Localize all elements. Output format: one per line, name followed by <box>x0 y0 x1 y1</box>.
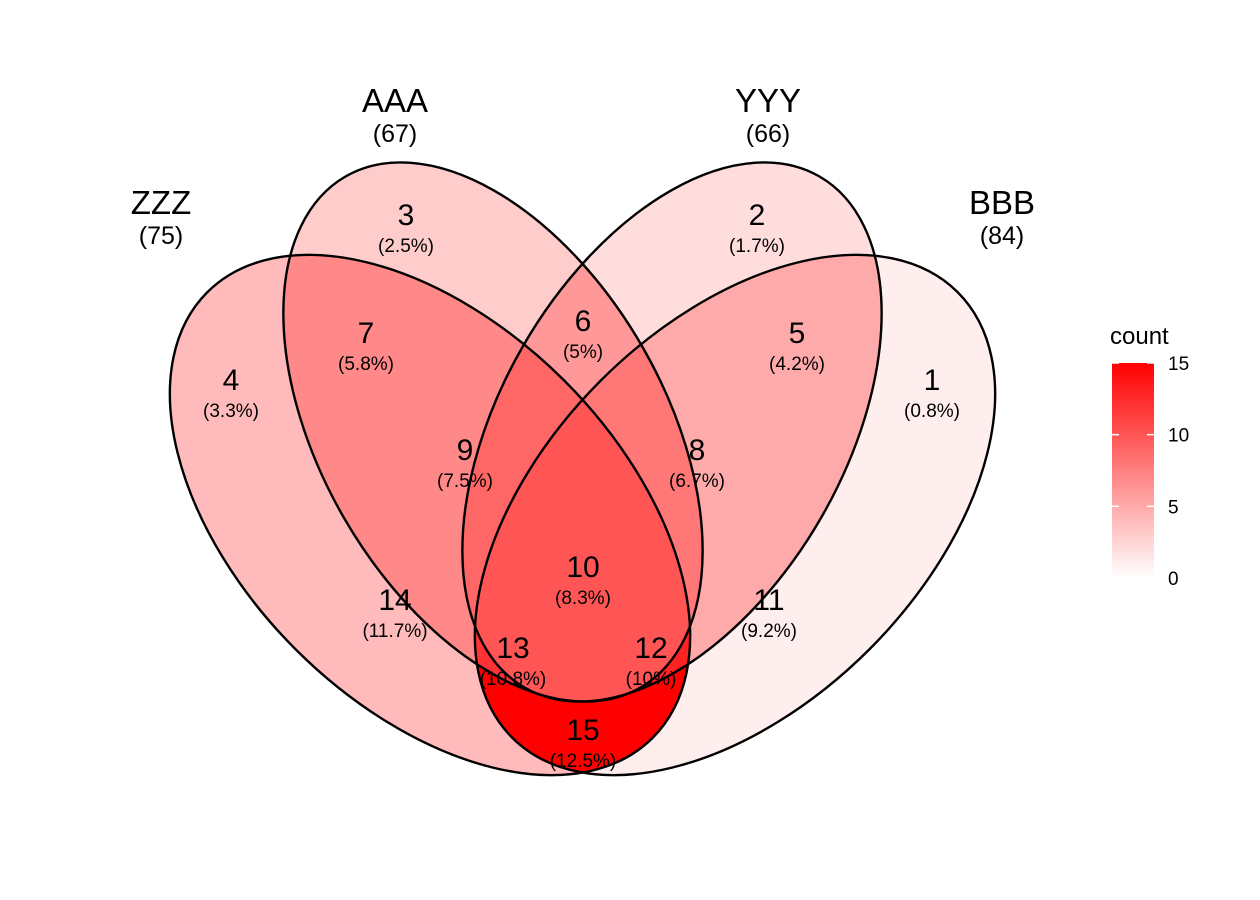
region-percent: (0.8%) <box>904 401 960 422</box>
region-count: 9 <box>457 434 474 467</box>
legend-tick-label: 10 <box>1168 426 1189 447</box>
region-count: 12 <box>634 632 667 665</box>
region-percent: (8.3%) <box>555 588 611 609</box>
set-outline-yyy <box>461 161 883 703</box>
legend-colorbar <box>1112 363 1154 578</box>
region-percent: (11.7%) <box>362 621 427 642</box>
region-count: 13 <box>496 632 529 665</box>
region-percent: (9.2%) <box>741 621 797 642</box>
set-total-yyy: (66) <box>746 120 790 148</box>
region-percent: (3.3%) <box>203 401 259 422</box>
legend-tick-label: 5 <box>1168 497 1179 518</box>
region-count: 2 <box>749 199 766 232</box>
region-percent: (10.8%) <box>480 669 547 690</box>
region-count: 5 <box>789 317 806 350</box>
legend-tick-label: 0 <box>1168 569 1179 590</box>
region-count: 10 <box>566 551 599 584</box>
legend-tick-label: 15 <box>1168 354 1189 375</box>
legend-title: count <box>1110 323 1169 350</box>
region-percent: (1.7%) <box>729 236 785 257</box>
legend: count 0 5 10 15 <box>1110 323 1189 590</box>
set-total-zzz: (75) <box>139 222 183 250</box>
region-count: 8 <box>689 434 706 467</box>
region-count: 15 <box>566 714 599 747</box>
region-count: 14 <box>378 584 411 617</box>
set-name-bbb: BBB <box>969 184 1035 221</box>
set-total-aaa: (67) <box>373 120 417 148</box>
region-percent: (2.5%) <box>378 236 434 257</box>
region-percent: (6.7%) <box>669 471 725 492</box>
set-name-aaa: AAA <box>362 82 428 119</box>
set-outline-bbb <box>473 253 997 777</box>
region-percent: (4.2%) <box>769 354 825 375</box>
region-count: 7 <box>358 317 375 350</box>
set-name-yyy: YYY <box>735 82 801 119</box>
legend-ticks: 0 5 10 15 <box>1112 354 1189 590</box>
region-percent: (12.5%) <box>550 751 617 772</box>
region-labels: 1 (0.8%) 2 (1.7%) 3 (2.5%) 4 (3.3%) 5 (4.2%) 6 (5%)… <box>203 199 960 772</box>
set-name-zzz: ZZZ <box>131 184 191 221</box>
region-count: 6 <box>575 305 592 338</box>
region-percent: (7.5%) <box>437 471 493 492</box>
region-percent: (5.8%) <box>338 354 394 375</box>
set-outlines <box>168 161 997 777</box>
set-outline-zzz <box>168 253 692 777</box>
region-percent: (10%) <box>626 669 677 690</box>
region-count: 1 <box>924 364 941 397</box>
region-percent: (5%) <box>563 342 603 363</box>
set-total-bbb: (84) <box>980 222 1024 250</box>
set-labels: ZZZ(75) AAA(67) YYY(66) BBB(84) <box>131 82 1035 250</box>
region-count: 3 <box>398 199 415 232</box>
region-count: 4 <box>223 364 240 397</box>
region-count: 11 <box>753 584 784 617</box>
set-outline-aaa <box>282 161 704 703</box>
